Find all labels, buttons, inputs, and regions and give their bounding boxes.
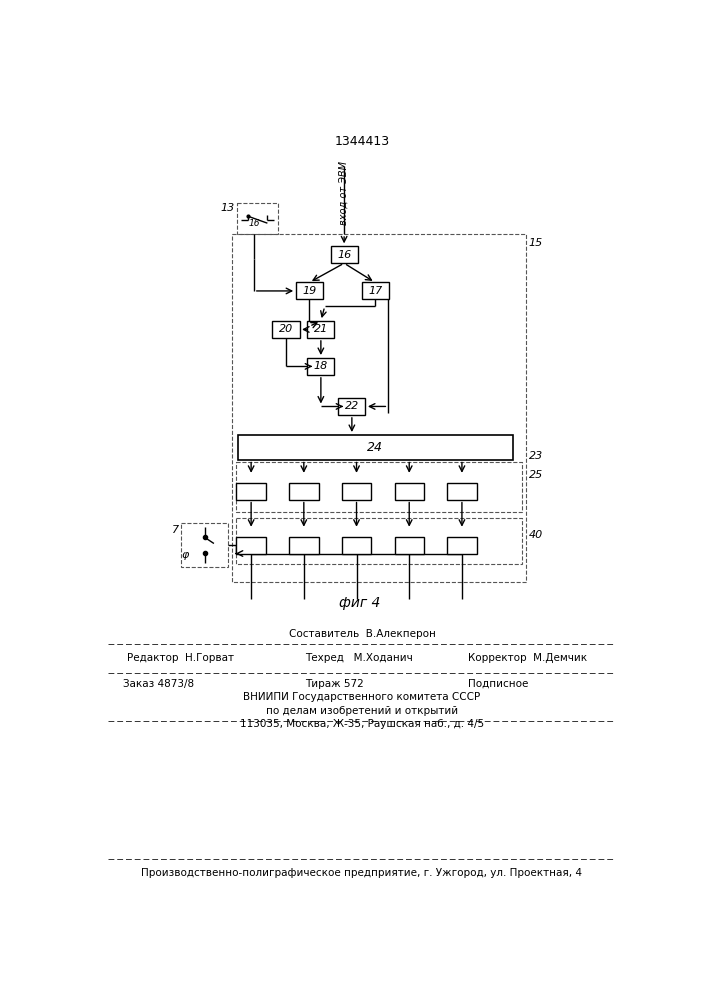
Text: 16: 16	[248, 219, 259, 228]
Text: 16: 16	[337, 250, 351, 260]
Text: 40: 40	[529, 530, 543, 540]
Text: 7: 7	[172, 525, 179, 535]
Bar	[182, 523, 228, 567]
Text: 21: 21	[314, 324, 328, 334]
Text: 113035, Москва, Ж-35, Раушская наб., д. 4/5: 113035, Москва, Ж-35, Раушская наб., д. …	[240, 719, 484, 729]
Text: 22: 22	[345, 401, 359, 411]
Text: 19: 19	[302, 286, 316, 296]
Text: 23: 23	[529, 451, 543, 461]
Text: 15: 15	[529, 238, 543, 248]
Text: вход от ЭВМ: вход от ЭВМ	[339, 161, 349, 225]
Bar	[341, 483, 371, 500]
Text: 18: 18	[314, 361, 328, 371]
Text: 17: 17	[368, 286, 382, 296]
Text: Тираж 572: Тираж 572	[305, 679, 364, 689]
Bar	[235, 518, 522, 564]
Text: 1344413: 1344413	[334, 135, 390, 148]
Bar	[238, 435, 513, 460]
Bar	[331, 246, 358, 263]
Bar	[296, 282, 323, 299]
Bar	[395, 483, 424, 500]
Bar	[448, 537, 477, 554]
Text: 24: 24	[367, 441, 383, 454]
Bar	[395, 537, 424, 554]
Bar	[448, 483, 477, 500]
Text: фиг 4: фиг 4	[339, 596, 380, 610]
Text: Подписное: Подписное	[468, 679, 529, 689]
Bar	[235, 462, 522, 512]
Bar	[236, 483, 266, 500]
Text: Редактор  Н.Горват: Редактор Н.Горват	[127, 653, 234, 663]
Bar	[232, 234, 526, 582]
Bar	[236, 537, 266, 554]
Bar	[289, 537, 319, 554]
Text: Составитель  В.Алекперон: Составитель В.Алекперон	[288, 629, 436, 639]
Text: φ: φ	[182, 550, 189, 560]
Text: ВНИИПИ Государственного комитета СССР: ВНИИПИ Государственного комитета СССР	[243, 692, 481, 702]
Text: 20: 20	[279, 324, 293, 334]
Text: 25: 25	[529, 470, 543, 480]
Bar	[308, 321, 334, 338]
Bar	[308, 358, 334, 375]
Text: по делам изобретений и открытий: по делам изобретений и открытий	[266, 706, 458, 716]
Bar	[361, 282, 389, 299]
Bar	[289, 483, 319, 500]
Bar	[339, 398, 366, 415]
Bar	[341, 537, 371, 554]
Text: Заказ 4873/8: Заказ 4873/8	[123, 679, 194, 689]
Text: 13: 13	[221, 203, 235, 213]
Text: Производственно-полиграфическое предприятие, г. Ужгород, ул. Проектная, 4: Производственно-полиграфическое предприя…	[141, 868, 583, 878]
Bar	[272, 321, 300, 338]
Text: Корректор  М.Демчик: Корректор М.Демчик	[468, 653, 588, 663]
Bar	[237, 203, 279, 234]
Text: Техред   М.Ходанич: Техред М.Ходанич	[305, 653, 413, 663]
